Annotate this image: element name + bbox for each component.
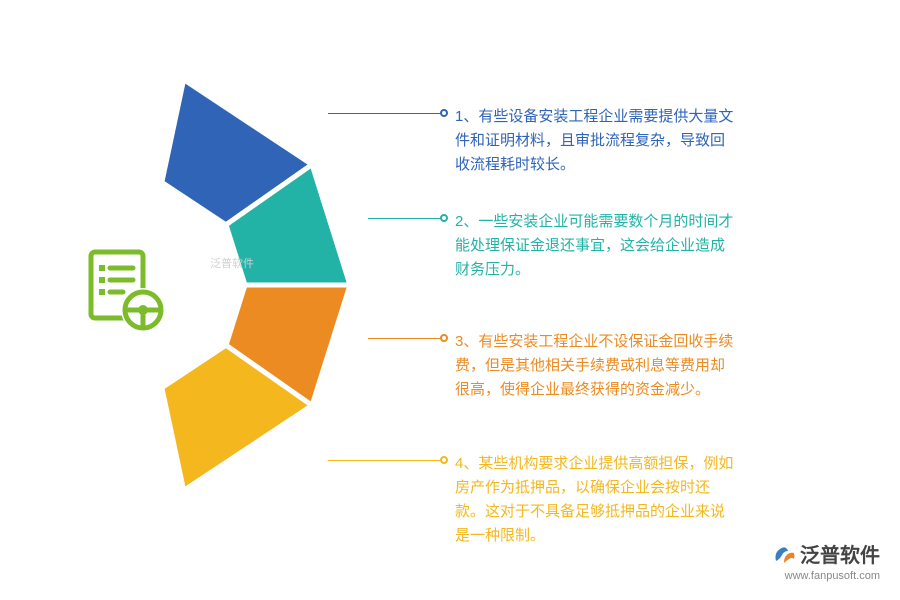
connector-line-2	[368, 218, 444, 219]
brand-name: 泛普软件	[800, 539, 880, 568]
connector-line-4	[328, 460, 444, 461]
document-settings-icon	[85, 248, 175, 338]
connector-dot-4	[440, 456, 448, 464]
item-text-2: 2、一些安装企业可能需要数个月的时间才能处理保证金退还事宜，这会给企业造成财务压…	[455, 210, 735, 282]
connector-line-1	[328, 113, 444, 114]
connector-dot-3	[440, 334, 448, 342]
brand-icon	[772, 543, 796, 565]
connector-dot-2	[440, 214, 448, 222]
item-text-4: 4、某些机构要求企业提供高额担保，例如房产作为抵押品，以确保企业会按时还款。这对…	[455, 452, 735, 548]
brand-url: www.fanpusoft.com	[772, 570, 880, 582]
footer-logo: 泛普软件 www.fanpusoft.com	[772, 539, 880, 582]
item-text-3: 3、有些安装工程企业不设保证金回收手续费，但是其他相关手续费或利息等费用却很高，…	[455, 330, 735, 402]
watermark: 泛普软件	[210, 255, 254, 271]
connector-dot-1	[440, 109, 448, 117]
item-text-1: 1、有些设备安装工程企业需要提供大量文件和证明材料，且审批流程复杂，导致回收流程…	[455, 105, 735, 177]
connector-line-3	[368, 338, 444, 339]
